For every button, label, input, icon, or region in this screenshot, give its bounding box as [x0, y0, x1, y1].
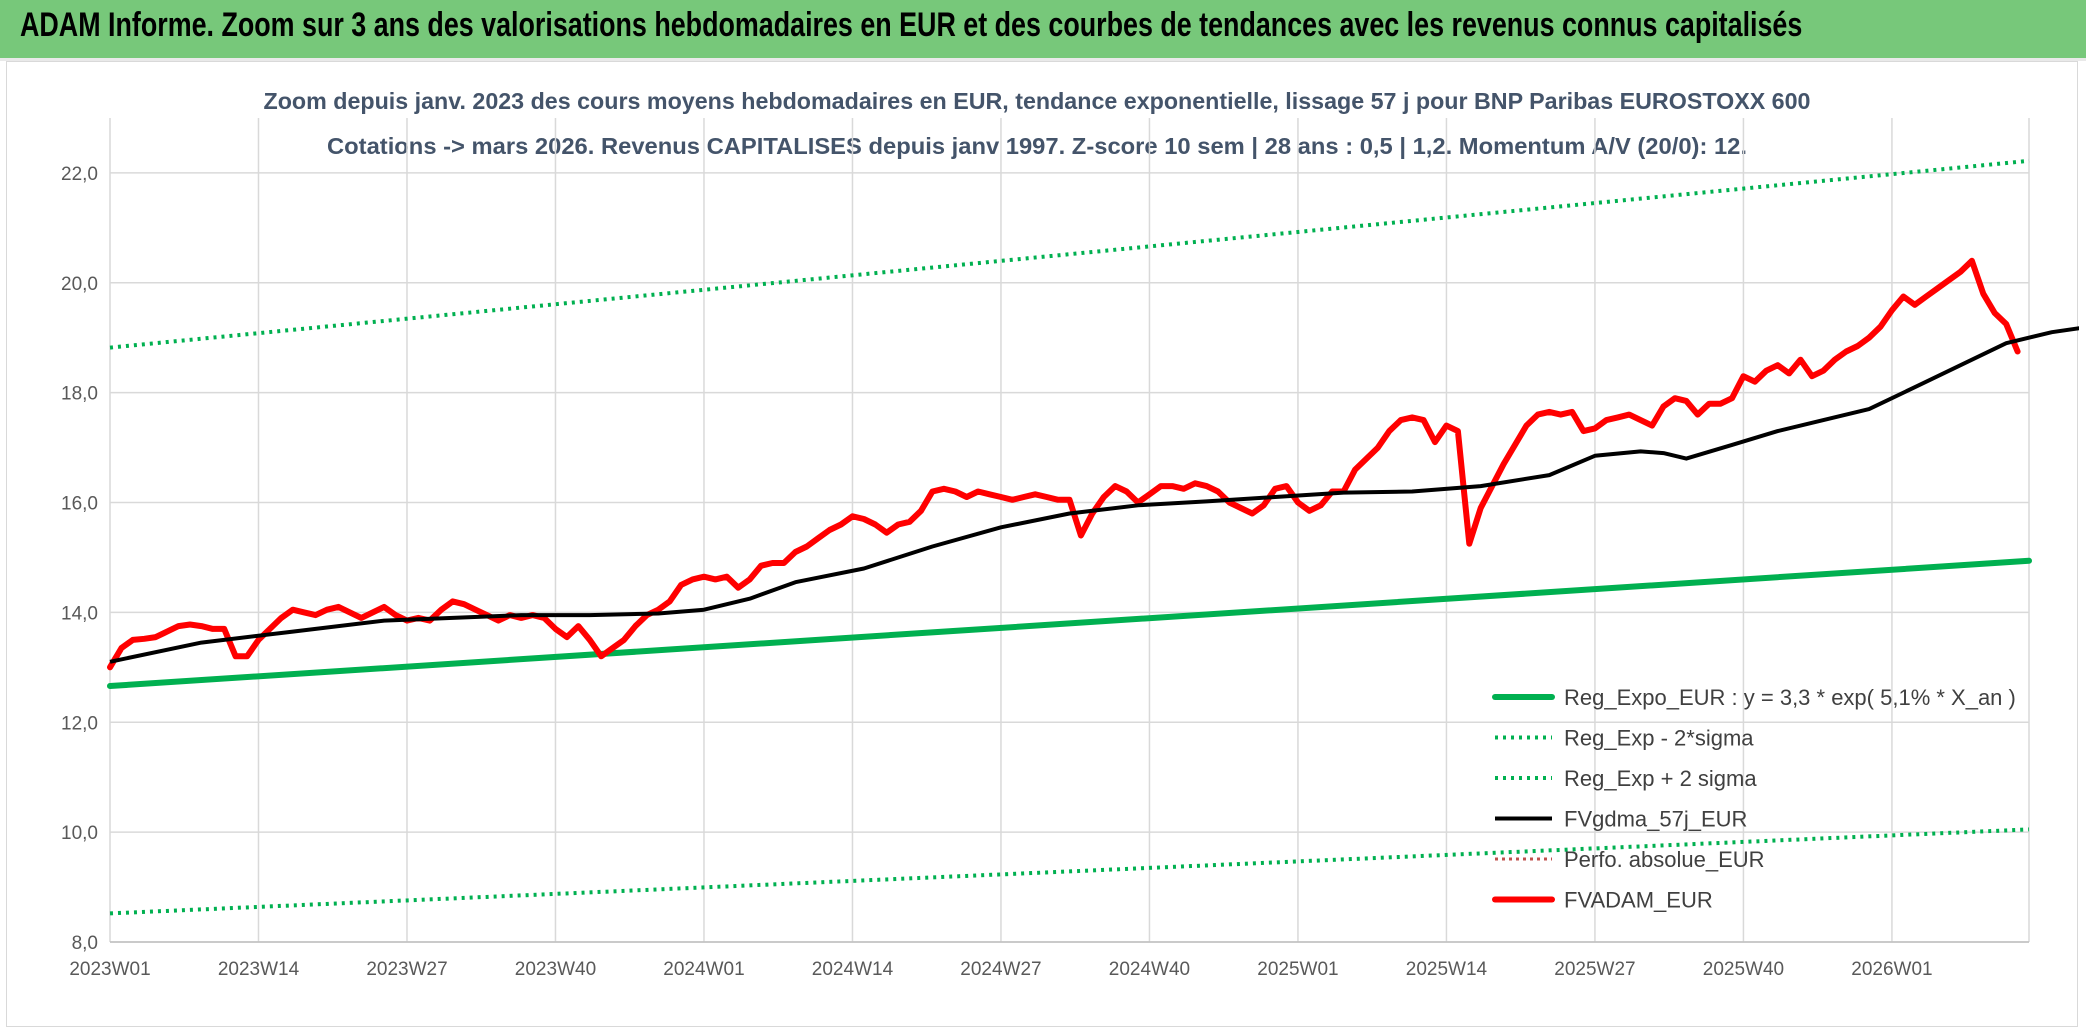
series-line-4	[109, 326, 2079, 664]
legend-label: FVgdma_57j_EUR	[1564, 807, 1747, 832]
series-line-3	[109, 158, 2030, 350]
x-tick-label: 2025W40	[1703, 959, 1784, 980]
legend-label: Reg_Expo_EUR : y = 3,3 * exp( 5,1% * X_a…	[1564, 685, 2016, 710]
legend-label: Reg_Exp + 2 sigma	[1564, 766, 1757, 791]
line-chart: Zoom depuis janv. 2023 des cours moyens …	[61, 88, 2079, 980]
y-axis: 8,0 10,0 12,0 14,0 16,0 18,0 20,0 22,0	[61, 164, 98, 954]
legend-label: FVADAM_EUR	[1564, 888, 1713, 913]
x-tick-label: 2023W14	[218, 959, 300, 980]
x-tick-label: 2023W27	[366, 959, 447, 980]
x-tick-label: 2024W14	[812, 959, 894, 980]
y-tick-label: 16,0	[61, 494, 98, 515]
x-axis: 2023W01 2023W14 2023W27 2023W40 2024W01 2024W…	[69, 941, 2029, 980]
x-tick-label: 2026W01	[1851, 959, 1932, 980]
y-tick-label: 8,0	[72, 933, 98, 954]
chart-area: Zoom depuis janv. 2023 des cours moyens …	[6, 61, 2079, 1027]
y-tick-label: 14,0	[61, 603, 98, 624]
chart-subtitle: Cotations -> mars 2026. Revenus CAPITALI…	[327, 133, 1747, 159]
x-tick-label: 2024W27	[960, 959, 1041, 980]
x-tick-label: 2025W27	[1554, 959, 1635, 980]
series-line-1	[107, 557, 2032, 689]
y-tick-label: 22,0	[61, 164, 98, 185]
chart-title: Zoom depuis janv. 2023 des cours moyens …	[264, 88, 1811, 114]
y-tick-label: 18,0	[61, 384, 98, 405]
x-tick-label: 2023W40	[515, 959, 596, 980]
legend-label: Perfo. absolue_EUR	[1564, 847, 1765, 872]
header-banner: ADAM Informe. Zoom sur 3 ans des valoris…	[0, 0, 2086, 61]
x-tick-label: 2025W01	[1257, 959, 1338, 980]
x-tick-label: 2024W01	[663, 959, 744, 980]
legend-label: Reg_Exp - 2*sigma	[1564, 726, 1754, 751]
y-tick-label: 10,0	[61, 823, 98, 844]
series-line-6	[107, 257, 2021, 671]
x-tick-label: 2025W14	[1406, 959, 1488, 980]
x-tick-label: 2024W40	[1109, 959, 1190, 980]
y-tick-label: 20,0	[61, 274, 98, 295]
y-tick-label: 12,0	[61, 713, 98, 734]
legend: Reg_Expo_EUR : y = 3,3 * exp( 5,1% * X_a…	[1492, 685, 2016, 913]
series-line-2	[109, 827, 2030, 916]
x-tick-label: 2023W01	[69, 959, 150, 980]
report-title: ADAM Informe. Zoom sur 3 ans des valoris…	[20, 6, 1803, 44]
gridlines	[109, 118, 2030, 943]
series-lines	[107, 158, 2079, 916]
